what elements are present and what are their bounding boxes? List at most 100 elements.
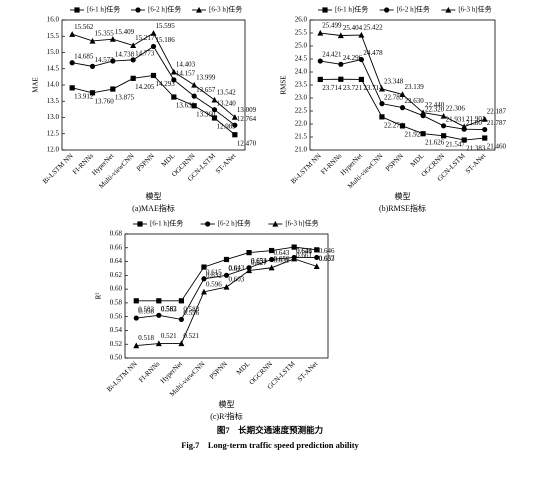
point <box>338 76 344 82</box>
data-label: 14.205 <box>135 83 155 91</box>
data-label: 22.440 <box>425 101 445 109</box>
y-tick-label: 24.0 <box>295 68 308 76</box>
data-label: 22.783 <box>384 93 404 101</box>
data-label: 0.661 <box>296 252 312 260</box>
data-label: 23.714 <box>363 84 383 92</box>
x-tick-label: PSPNN <box>208 360 229 381</box>
legend-label: [6-2 h]任务 <box>218 219 251 228</box>
data-label: 14.293 <box>156 80 176 88</box>
point <box>246 250 252 256</box>
y-tick-label: 13.5 <box>47 97 60 105</box>
point <box>379 101 385 107</box>
x-tick-label: ST-ANet <box>296 360 319 383</box>
legend-marker <box>205 221 211 227</box>
y-tick-label: 0.56 <box>110 312 123 320</box>
data-label: 13.875 <box>115 94 135 102</box>
data-label: 21.901 <box>466 115 486 123</box>
data-label: 13.657 <box>196 86 216 94</box>
point <box>291 255 298 262</box>
data-label: 21.626 <box>425 138 445 146</box>
point <box>133 315 139 321</box>
point <box>89 90 96 96</box>
data-label: 0.558 <box>138 308 154 316</box>
y-axis-label: MAE <box>32 77 40 93</box>
y-tick-label: 25.0 <box>295 42 308 50</box>
data-label: 15.355 <box>95 30 115 38</box>
point <box>211 115 218 121</box>
data-label: 21.460 <box>487 143 507 151</box>
y-tick-label: 14.5 <box>47 64 60 72</box>
data-label: 0.583 <box>138 305 154 313</box>
y-tick-label: 21.5 <box>295 133 308 141</box>
data-label: 22.306 <box>446 105 466 113</box>
point <box>317 29 324 36</box>
point <box>358 56 364 63</box>
point <box>441 123 447 129</box>
point <box>191 103 197 109</box>
x-tick-label: ST-ANet <box>214 152 237 175</box>
point <box>314 254 320 261</box>
point <box>313 263 320 269</box>
data-label: 22.630 <box>405 97 425 105</box>
data-label: 0.646 <box>296 247 312 255</box>
point <box>110 86 116 92</box>
y-tick-label: 24.5 <box>295 55 308 63</box>
data-label: 14.738 <box>115 51 135 59</box>
data-label: 12.985 <box>217 123 237 131</box>
data-label: 0.521 <box>161 332 177 340</box>
data-label: 0.646 <box>319 247 335 255</box>
point <box>269 247 275 254</box>
y-tick-label: 14.0 <box>47 81 60 89</box>
data-label: 14.157 <box>176 70 196 78</box>
point <box>133 298 139 304</box>
data-label: 15.217 <box>135 34 155 42</box>
point <box>291 244 297 250</box>
y-tick-label: 0.52 <box>110 340 123 348</box>
data-label: 0.615 <box>206 268 222 276</box>
y-tick-label: 15.0 <box>47 48 60 56</box>
data-label: 0.556 <box>183 309 199 317</box>
data-label: 0.583 <box>183 305 199 313</box>
point <box>441 133 447 139</box>
figure-caption-en: Fig.7 Long-term traffic speed prediction… <box>181 440 359 450</box>
y-tick-label: 15.5 <box>47 32 60 40</box>
data-label: 14.773 <box>135 49 155 57</box>
y-tick-label: 0.64 <box>110 257 123 265</box>
point <box>232 122 238 128</box>
y-tick-label: 0.50 <box>110 354 123 362</box>
data-label: 0.633 <box>319 255 335 263</box>
legend-marker <box>384 7 390 13</box>
data-label: 12.470 <box>237 139 257 147</box>
legend-label: [6-2 h]任务 <box>397 5 430 14</box>
x-axis-label: 模型 <box>219 399 235 409</box>
data-label: 21.927 <box>405 131 425 139</box>
y-tick-label: 12.5 <box>47 129 60 137</box>
point <box>130 75 136 81</box>
data-label: 12.764 <box>237 115 257 123</box>
point <box>231 114 238 120</box>
legend-marker <box>74 7 80 13</box>
y-tick-label: 0.58 <box>110 298 123 306</box>
point <box>246 267 253 274</box>
y-tick-label: 0.60 <box>110 285 123 293</box>
y-tick-label: 21.0 <box>295 146 308 154</box>
point <box>133 342 140 349</box>
point <box>89 37 96 44</box>
data-label: 13.999 <box>196 74 216 82</box>
point <box>358 76 364 83</box>
point <box>232 132 238 138</box>
legend-marker <box>445 6 452 13</box>
y-tick-label: 0.62 <box>110 271 123 279</box>
data-label: 25.422 <box>363 24 383 32</box>
data-label: 15.186 <box>156 36 176 44</box>
point <box>317 58 323 64</box>
point <box>268 264 275 271</box>
data-label: 0.631 <box>251 257 267 265</box>
point <box>150 43 157 50</box>
point <box>69 31 76 37</box>
data-label: 0.657 <box>319 254 335 262</box>
point <box>482 135 488 141</box>
y-tick-label: 22.5 <box>295 107 308 115</box>
y-tick-label: 16.0 <box>47 16 60 24</box>
data-label: 13.360 <box>196 110 216 118</box>
